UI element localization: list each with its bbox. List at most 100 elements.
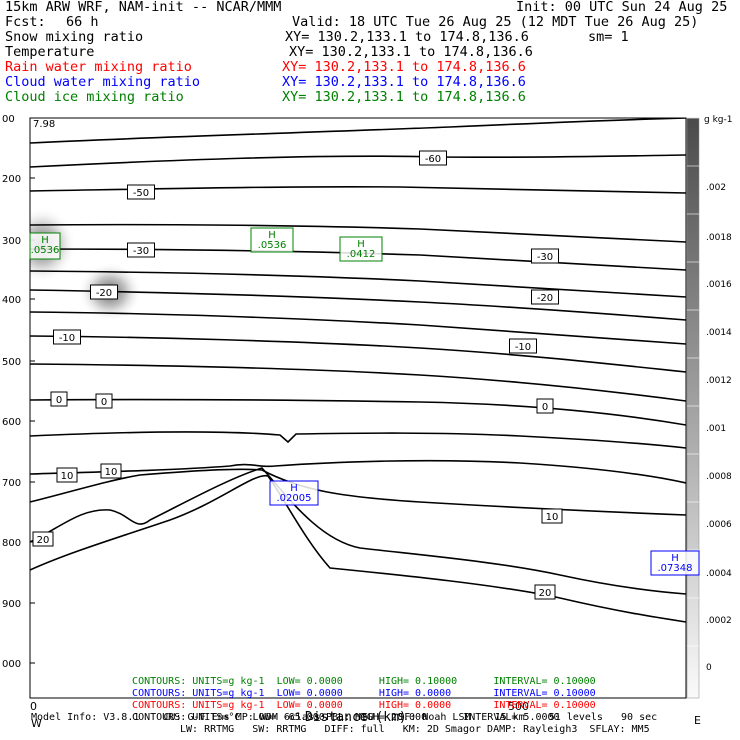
colorbar-tick-label: .0008: [706, 472, 732, 482]
forecast-hour: 66 h: [66, 14, 99, 30]
max-h-marker: H: [290, 483, 298, 494]
max-h-marker: H: [357, 239, 365, 250]
colorbar-tick-label: .0002: [706, 616, 732, 626]
contour-label-box: [53, 329, 81, 345]
contour-label-box: [32, 531, 54, 547]
contour-label-box: [90, 284, 118, 300]
y-tick-label: 000: [2, 659, 21, 670]
y-tick-label: 00: [2, 114, 15, 125]
colorbar-tick-label: .001: [706, 424, 726, 434]
max-box: [339, 236, 383, 262]
field-xy-cloud-water: XY= 130.2,133.1 to 174.8,136.6: [282, 74, 526, 90]
temperature-contour-label: -10: [515, 342, 531, 353]
colorbar-tick-label: .0006: [706, 520, 732, 530]
temperature-contour: [30, 270, 686, 298]
contour-summary-rain: CONTOURS: UNITS=g kg-1 LOW= 0.0000 HIGH=…: [132, 700, 596, 711]
colorbar-tick-label: .0012: [706, 376, 732, 386]
max-value: .0536: [258, 240, 287, 251]
contour-label-box: [509, 338, 537, 354]
y-tick-label: 400: [2, 295, 21, 306]
contour-summary-ice: CONTOURS: UNITS=g kg-1 LOW= 0.0000 HIGH=…: [132, 676, 596, 687]
contour-label-box: [100, 463, 122, 479]
max-h-marker: H: [41, 235, 49, 246]
field-xy-rain: XY= 130.2,133.1 to 174.8,136.6: [282, 59, 526, 75]
colorbar: g kg-1 .002 .0018 .0016 .0014 .0012 .001 .0008.…: [686, 115, 732, 699]
temperature-contour: [30, 468, 686, 516]
temperature-contour: [30, 363, 686, 402]
max-h-marker: H: [671, 553, 679, 564]
colorbar-tick-label: .0004: [706, 569, 732, 579]
contour-label-box: [534, 584, 556, 600]
y-tick-label: 600: [2, 417, 21, 428]
temperature-contour-label: 20: [37, 535, 50, 546]
max-box: [29, 232, 61, 260]
x-tick-label: 500: [508, 700, 529, 713]
colorbar-tick-label: .0016: [706, 280, 732, 290]
field-name-cloud-ice: Cloud ice mixing ratio: [5, 89, 184, 105]
plot-frame: [29, 117, 687, 699]
valid-time: Valid: 18 UTC Tue 26 Aug 25 (12 MDT Tue …: [292, 14, 699, 30]
plot-title: 15km ARW WRF, NAM-init -- NCAR/MMM: [5, 0, 282, 15]
temperature-contour-label: 10: [105, 467, 118, 478]
colorbar-tick-label: .0018: [706, 233, 732, 243]
temperature-contour-label: -10: [59, 333, 75, 344]
colorbar-tick-label: 0: [706, 663, 712, 673]
contour-label-box: [95, 393, 113, 409]
y-tick-label: 900: [2, 599, 21, 610]
temperature-contour: [30, 335, 686, 373]
y-tick-label: 700: [2, 478, 21, 489]
y-tick-label: 300: [2, 236, 21, 247]
max-value: .0536: [31, 245, 60, 256]
field-xy-temperature: XY= 130.2,133.1 to 174.8,136.6: [289, 44, 533, 60]
max-box: [650, 550, 700, 576]
x-end-east: E: [694, 714, 701, 727]
max-h-marker: H: [268, 230, 276, 241]
y-tick-label: 800: [2, 538, 21, 549]
temperature-contour-label: -60: [425, 154, 441, 165]
contour-label-box: [127, 242, 155, 258]
model-info-line2: LW: RRTMG SW: RRTMG DIFF: full KM: 2D Sm…: [180, 724, 650, 735]
model-info-line1: Model Info: V3.8.1 CU: G-F Ens MP: WDM 6…: [31, 712, 658, 723]
temperature-contour-label: -20: [96, 288, 112, 299]
temperature-contour-label: 10: [546, 512, 559, 523]
y-tick-label: 500: [2, 357, 21, 368]
temperature-contour-label: -50: [133, 188, 149, 199]
temperature-contour: [30, 467, 686, 595]
max-value: .07348: [658, 563, 693, 574]
field-name-cloud-water: Cloud water mixing ratio: [5, 74, 201, 90]
temperature-contour: [30, 398, 686, 426]
contour-label-box: [419, 150, 447, 166]
max-box: [250, 227, 294, 253]
field-xy-cloud-ice: XY= 130.2,133.1 to 174.8,136.6: [282, 89, 526, 105]
x-axis-label: Distance (km): [305, 710, 407, 725]
temperature-contour: [30, 289, 686, 321]
y-tick-label: 200: [2, 174, 21, 185]
temperature-contour: [30, 459, 686, 484]
field-name-temperature: Temperature: [5, 44, 95, 60]
contour-label-box: [536, 398, 554, 414]
temperature-contour-label: 0: [101, 397, 107, 408]
x-tick-label: 0: [30, 700, 37, 713]
temperature-contour-label: 0: [542, 402, 548, 413]
max-value: .0412: [347, 249, 376, 260]
field-smooth: sm= 1: [588, 29, 629, 45]
temperature-contour-label: -20: [537, 293, 553, 304]
corner-label: 7.98: [33, 119, 55, 130]
x-end-west: W: [31, 717, 42, 730]
init-time: Init: 00 UTC Sun 24 Aug 25: [516, 0, 728, 15]
colorbar-tick-label: .0014: [706, 328, 732, 338]
contour-summary-temperature: CONTOURS: UNITS=°C LOW= -65.000 HIGH= 20…: [132, 712, 560, 723]
temperature-contour-label: -30: [133, 246, 149, 257]
forecast-label: Fcst:: [5, 14, 46, 30]
max-value: .02005: [277, 493, 312, 504]
max-box: [269, 480, 319, 506]
colorbar-unit: g kg-1: [704, 115, 732, 125]
temperature-contour: [30, 223, 686, 243]
temperature-contour: [30, 311, 686, 345]
contour-label-box: [541, 508, 563, 524]
colorbar-tick-label: .002: [706, 183, 726, 193]
temperature-contour-label: 0: [56, 395, 62, 406]
contour-label-box: [50, 391, 68, 407]
temperature-contour-label: 10: [61, 471, 74, 482]
temperature-contour-label: -30: [537, 252, 553, 263]
